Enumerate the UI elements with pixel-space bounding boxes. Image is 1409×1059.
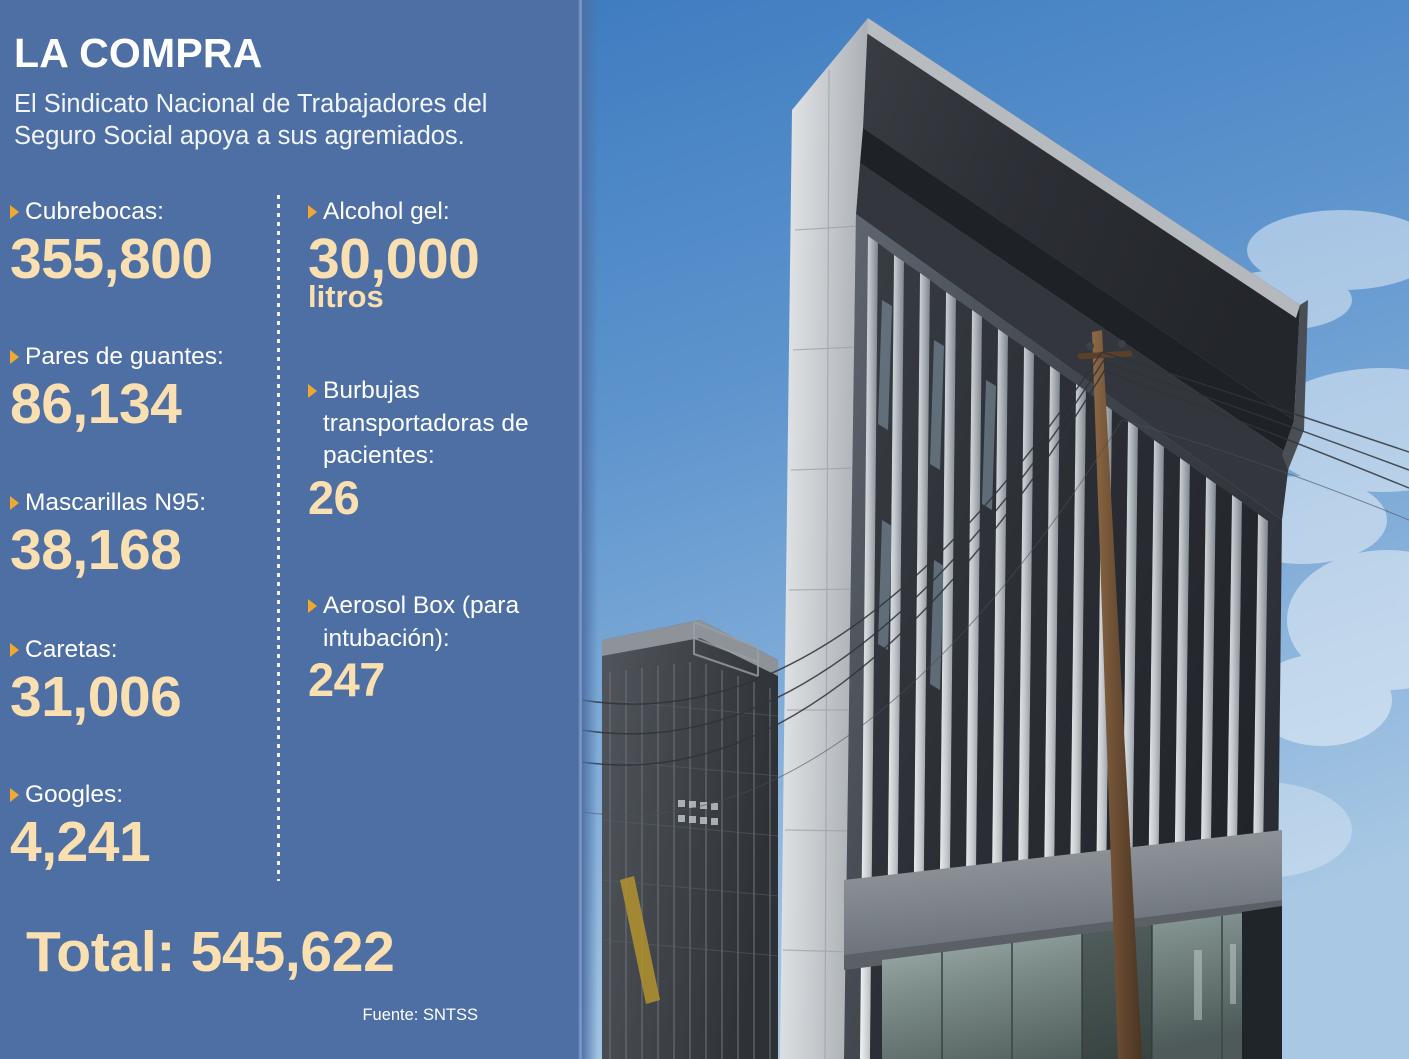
- stat-label-text: Cubrebocas:: [25, 198, 164, 225]
- triangle-bullet-icon: [10, 205, 19, 219]
- stat-value: 355,800: [10, 226, 213, 291]
- triangle-bullet-icon: [308, 205, 317, 219]
- stat-label-text: Googles:: [25, 781, 124, 808]
- stat-label-text: Mascarillas N95:: [25, 489, 207, 516]
- triangle-bullet-icon: [308, 384, 317, 398]
- panel-seam: [578, 0, 582, 1059]
- stat-label: Googles:: [10, 779, 272, 812]
- stat-value: 30,000: [308, 226, 480, 291]
- column-divider: [277, 195, 280, 881]
- total-value: Total: 545,622: [26, 920, 395, 984]
- source-note: Fuente: SNTSS: [362, 1006, 478, 1024]
- stat-mascarillas-n95: Mascarillas N95: 38,168: [10, 487, 272, 579]
- stat-pares-de-guantes: Pares de guantes: 86,134: [10, 341, 272, 433]
- stat-aerosol-box: Aerosol Box (para intubación): 247: [308, 590, 566, 704]
- stat-label: Aerosol Box (para intubación):: [308, 590, 566, 655]
- data-panel: LA COMPRA El Sindicato Nacional de Traba…: [0, 0, 582, 1059]
- stat-label: Pares de guantes:: [10, 341, 272, 374]
- building-photo: [582, 0, 1409, 1059]
- stat-value: 38,168: [10, 517, 182, 582]
- stat-googles: Googles: 4,241: [10, 779, 272, 871]
- stat-value: 247: [308, 653, 385, 707]
- stat-caretas: Caretas: 31,006: [10, 634, 272, 726]
- triangle-bullet-icon: [10, 643, 19, 657]
- stat-label-text: Alcohol gel:: [323, 198, 450, 225]
- stat-value: 4,241: [10, 809, 151, 874]
- triangle-bullet-icon: [10, 496, 19, 510]
- stat-label: Burbujas transportadoras de pacientes:: [308, 375, 566, 473]
- stat-alcohol-gel: Alcohol gel: 30,000 litros: [308, 196, 566, 312]
- stat-label: Cubrebocas:: [10, 196, 272, 229]
- stat-value: 86,134: [10, 371, 182, 436]
- stat-label-text: Caretas:: [25, 636, 118, 663]
- stat-burbujas-transportadoras: Burbujas transportadoras de pacientes: 2…: [308, 375, 566, 522]
- page-subtitle: El Sindicato Nacional de Trabajadores de…: [14, 90, 488, 151]
- stat-label: Caretas:: [10, 634, 272, 667]
- stat-value: 26: [308, 470, 360, 524]
- stat-label: Alcohol gel:: [308, 196, 566, 229]
- stat-label-text: Aerosol Box (para intubación):: [323, 592, 520, 652]
- stat-label-text: Burbujas transportadoras de pacientes:: [323, 377, 529, 470]
- triangle-bullet-icon: [308, 599, 317, 613]
- stat-label: Mascarillas N95:: [10, 487, 272, 520]
- stat-value: 31,006: [10, 664, 182, 729]
- triangle-bullet-icon: [10, 788, 19, 802]
- stat-cubrebocas: Cubrebocas: 355,800: [10, 196, 272, 288]
- building-photo-illustration: [582, 0, 1409, 1059]
- triangle-bullet-icon: [10, 350, 19, 364]
- page-title: LA COMPRA: [14, 30, 263, 76]
- stat-unit: litros: [308, 278, 384, 314]
- stat-label-text: Pares de guantes:: [25, 343, 224, 370]
